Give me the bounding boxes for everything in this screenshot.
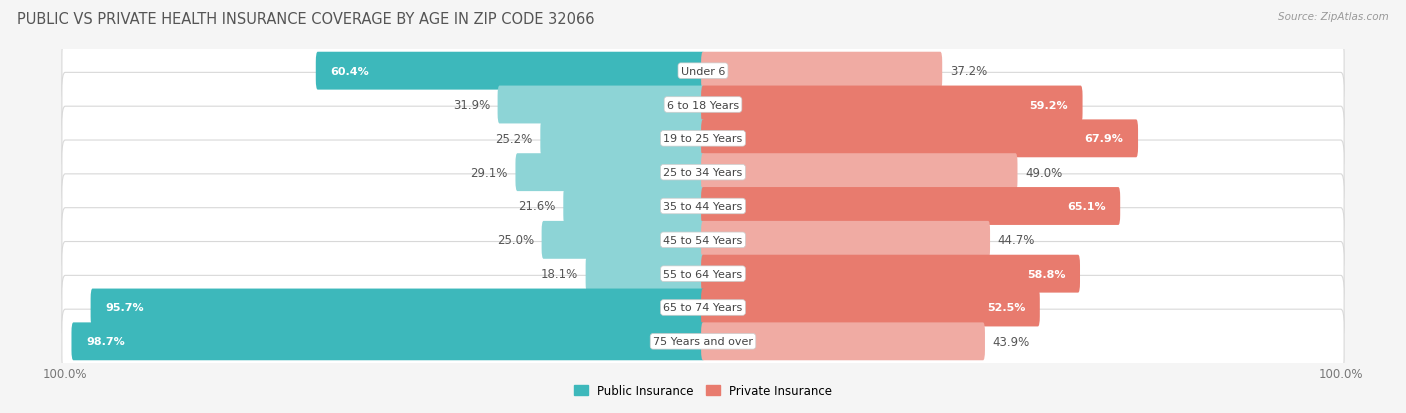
FancyBboxPatch shape: [702, 188, 1121, 225]
Text: 60.4%: 60.4%: [330, 66, 370, 76]
FancyBboxPatch shape: [62, 141, 1344, 205]
Text: 31.9%: 31.9%: [453, 99, 489, 112]
Text: 52.5%: 52.5%: [987, 303, 1025, 313]
Text: 6 to 18 Years: 6 to 18 Years: [666, 100, 740, 110]
Text: PUBLIC VS PRIVATE HEALTH INSURANCE COVERAGE BY AGE IN ZIP CODE 32066: PUBLIC VS PRIVATE HEALTH INSURANCE COVER…: [17, 12, 595, 27]
FancyBboxPatch shape: [702, 154, 1018, 192]
Text: 67.9%: 67.9%: [1084, 134, 1123, 144]
FancyBboxPatch shape: [62, 276, 1344, 340]
Text: 25 to 34 Years: 25 to 34 Years: [664, 168, 742, 178]
FancyBboxPatch shape: [516, 154, 704, 192]
FancyBboxPatch shape: [62, 73, 1344, 137]
FancyBboxPatch shape: [62, 107, 1344, 171]
Text: 21.6%: 21.6%: [519, 200, 555, 213]
FancyBboxPatch shape: [72, 323, 704, 361]
FancyBboxPatch shape: [541, 221, 704, 259]
Text: 43.9%: 43.9%: [993, 335, 1029, 348]
FancyBboxPatch shape: [316, 52, 704, 90]
FancyBboxPatch shape: [702, 86, 1083, 124]
FancyBboxPatch shape: [586, 255, 704, 293]
Text: 58.8%: 58.8%: [1026, 269, 1066, 279]
Text: 65 to 74 Years: 65 to 74 Years: [664, 303, 742, 313]
FancyBboxPatch shape: [702, 289, 1040, 327]
Text: 45 to 54 Years: 45 to 54 Years: [664, 235, 742, 245]
Legend: Public Insurance, Private Insurance: Public Insurance, Private Insurance: [569, 379, 837, 401]
Text: 95.7%: 95.7%: [105, 303, 143, 313]
FancyBboxPatch shape: [62, 208, 1344, 272]
FancyBboxPatch shape: [702, 221, 990, 259]
FancyBboxPatch shape: [702, 52, 942, 90]
FancyBboxPatch shape: [564, 188, 704, 225]
FancyBboxPatch shape: [62, 39, 1344, 104]
Text: Under 6: Under 6: [681, 66, 725, 76]
FancyBboxPatch shape: [702, 323, 986, 361]
FancyBboxPatch shape: [62, 242, 1344, 306]
Text: 59.2%: 59.2%: [1029, 100, 1069, 110]
FancyBboxPatch shape: [62, 174, 1344, 239]
Text: 55 to 64 Years: 55 to 64 Years: [664, 269, 742, 279]
Text: 37.2%: 37.2%: [950, 65, 987, 78]
FancyBboxPatch shape: [702, 255, 1080, 293]
Text: 98.7%: 98.7%: [86, 337, 125, 347]
FancyBboxPatch shape: [702, 120, 1137, 158]
Text: 35 to 44 Years: 35 to 44 Years: [664, 202, 742, 211]
Text: 44.7%: 44.7%: [998, 234, 1035, 247]
FancyBboxPatch shape: [498, 86, 704, 124]
Text: 19 to 25 Years: 19 to 25 Years: [664, 134, 742, 144]
Text: 18.1%: 18.1%: [541, 268, 578, 280]
Text: 29.1%: 29.1%: [471, 166, 508, 179]
Text: 65.1%: 65.1%: [1067, 202, 1105, 211]
Text: Source: ZipAtlas.com: Source: ZipAtlas.com: [1278, 12, 1389, 22]
Text: 25.0%: 25.0%: [496, 234, 534, 247]
FancyBboxPatch shape: [62, 309, 1344, 374]
FancyBboxPatch shape: [540, 120, 704, 158]
Text: 25.2%: 25.2%: [495, 133, 533, 145]
Text: 75 Years and over: 75 Years and over: [652, 337, 754, 347]
FancyBboxPatch shape: [90, 289, 704, 327]
Text: 49.0%: 49.0%: [1025, 166, 1063, 179]
